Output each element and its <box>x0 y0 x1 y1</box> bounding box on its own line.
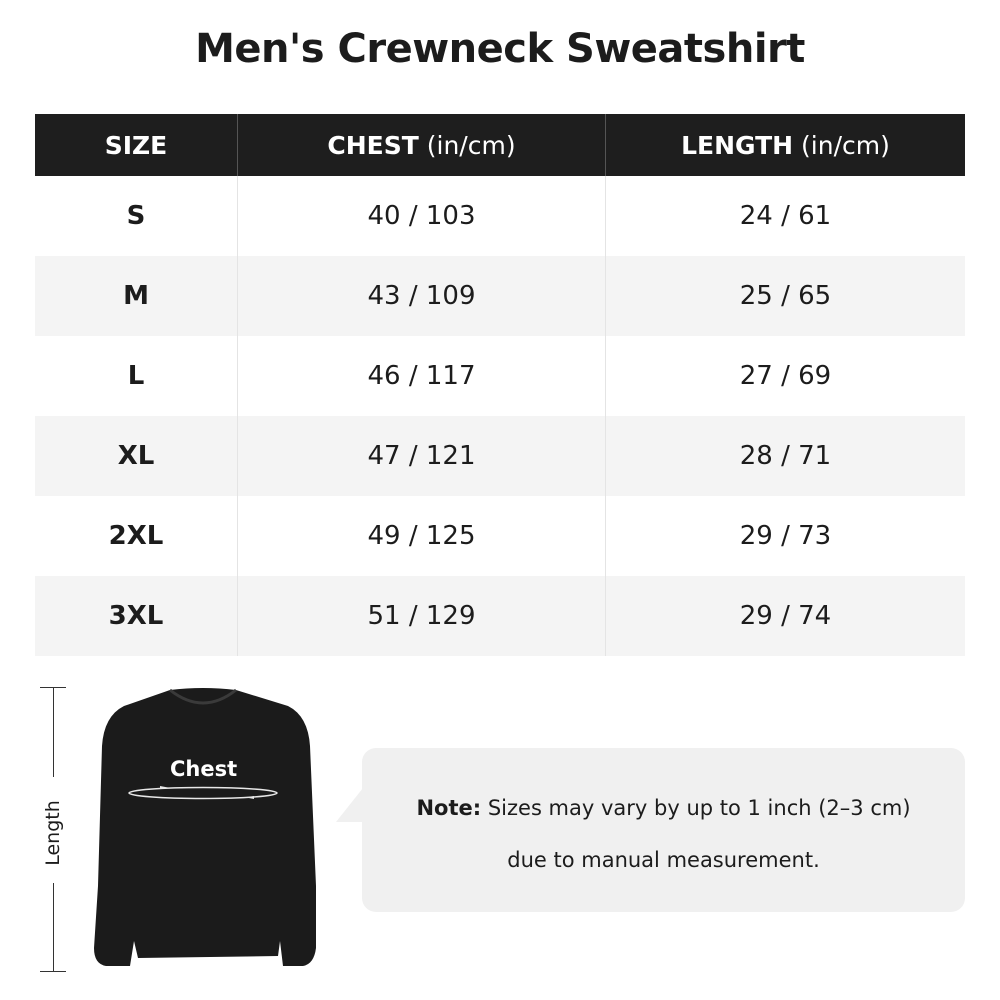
table-row: M 43 / 109 25 / 65 <box>35 256 965 336</box>
ruler-tick <box>40 971 66 972</box>
length-cell: 24 / 61 <box>605 176 965 256</box>
header-unit: (in/cm) <box>793 130 890 160</box>
table-row: L 46 / 117 27 / 69 <box>35 336 965 416</box>
header-label: SIZE <box>104 130 168 160</box>
size-cell: 3XL <box>35 576 238 656</box>
table-header-row: SIZE CHEST (in/cm) LENGTH (in/cm) <box>35 114 965 176</box>
header-chest: CHEST (in/cm) <box>237 114 606 176</box>
chest-cell: 51 / 129 <box>237 576 606 656</box>
sweatshirt-illustration <box>94 688 316 966</box>
table-row: S 40 / 103 24 / 61 <box>35 176 965 256</box>
length-label: Length <box>42 800 64 866</box>
length-cell: 27 / 69 <box>605 336 965 416</box>
note-bubble: Note: Sizes may vary by up to 1 inch (2–… <box>362 748 965 912</box>
ruler-line <box>53 687 54 777</box>
chest-cell: 43 / 109 <box>237 256 606 336</box>
speech-bubble-tail <box>336 788 363 822</box>
length-cell: 25 / 65 <box>605 256 965 336</box>
size-table: SIZE CHEST (in/cm) LENGTH (in/cm) S 40 / … <box>35 114 965 656</box>
header-unit: (in/cm) <box>418 130 516 160</box>
chest-label: Chest <box>170 757 238 781</box>
size-cell: 2XL <box>108 521 164 551</box>
chest-cell: 47 / 121 <box>237 416 606 496</box>
header-label: LENGTH <box>681 130 794 160</box>
header-label: CHEST <box>327 130 419 160</box>
size-cell: XL <box>35 416 238 496</box>
length-cell: 29 / 73 <box>605 496 965 576</box>
header-length: LENGTH (in/cm) <box>605 114 965 176</box>
size-cell: L <box>127 361 145 391</box>
note-text: Sizes may vary by up to 1 inch (2–3 cm) <box>481 796 911 820</box>
chest-cell: 49 / 125 <box>237 496 606 576</box>
chest-measure-ellipse <box>128 786 278 800</box>
chest-cell: 40 / 103 <box>237 176 606 256</box>
page-title: Men's Crewneck Sweatshirt <box>195 26 805 72</box>
table-row: 3XL 51 / 129 29 / 74 <box>35 576 965 656</box>
table-row: XL 47 / 121 28 / 71 <box>35 416 965 496</box>
table-row: 2XL 49 / 125 29 / 73 <box>35 496 965 576</box>
length-ruler <box>40 687 66 972</box>
header-size: SIZE <box>35 114 238 176</box>
note-line-2: due to manual measurement. <box>507 848 820 872</box>
ruler-line <box>53 883 54 972</box>
size-cell: M <box>35 256 238 336</box>
length-cell: 28 / 71 <box>605 416 965 496</box>
chest-cell: 46 / 117 <box>237 336 606 416</box>
size-cell: S <box>126 201 146 231</box>
note-prefix: Note: <box>416 796 482 820</box>
note-line-1: Note: Sizes may vary by up to 1 inch (2–… <box>362 796 965 820</box>
length-cell: 29 / 74 <box>605 576 965 656</box>
